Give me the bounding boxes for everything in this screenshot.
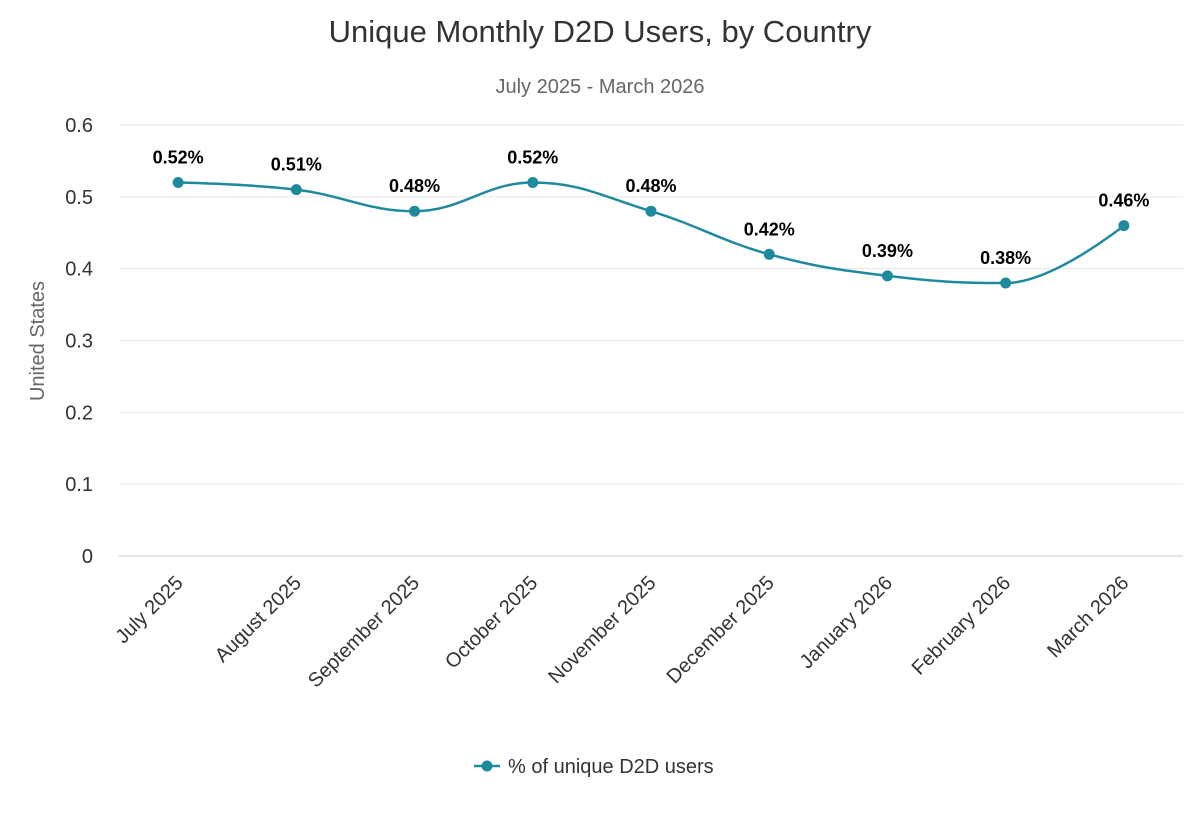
data-point	[527, 176, 539, 188]
y-tick-label: 0.4	[65, 259, 93, 281]
y-tick-label: 0.2	[65, 402, 93, 424]
data-label: 0.38%	[980, 248, 1031, 268]
legend-marker-icon	[481, 760, 493, 772]
legend-item[interactable]: % of unique D2D users	[508, 756, 714, 778]
x-tick-label: March 2026	[1043, 572, 1133, 662]
y-tick-label: 0	[82, 546, 93, 568]
data-point	[1118, 220, 1130, 232]
data-point	[172, 176, 184, 188]
data-point	[409, 205, 421, 217]
data-label: 0.42%	[744, 219, 795, 239]
y-tick-label: 0.5	[65, 187, 93, 209]
y-axis-label: United States	[27, 281, 49, 401]
chart-title: Unique Monthly D2D Users, by Country	[329, 14, 872, 49]
x-tick-label: November 2025	[544, 572, 660, 688]
data-point	[1000, 277, 1012, 289]
x-tick-label: December 2025	[663, 572, 779, 688]
data-point	[290, 184, 302, 196]
data-point	[645, 205, 657, 217]
x-tick-label: August 2025	[211, 572, 306, 667]
data-label: 0.46%	[1098, 191, 1149, 211]
y-tick-label: 0.6	[65, 115, 93, 137]
data-label: 0.52%	[153, 147, 204, 167]
data-label: 0.48%	[389, 176, 440, 196]
x-tick-label: September 2025	[304, 572, 424, 692]
legend[interactable]: % of unique D2D users	[474, 756, 714, 778]
data-label: 0.51%	[271, 155, 322, 175]
chart-subtitle: July 2025 - March 2026	[495, 76, 704, 98]
data-label: 0.39%	[862, 241, 913, 261]
data-point	[881, 270, 893, 282]
x-tick-label: July 2025	[112, 572, 188, 648]
y-tick-label: 0.1	[65, 474, 93, 496]
data-label: 0.52%	[507, 147, 558, 167]
data-label: 0.48%	[625, 176, 676, 196]
x-tick-label: October 2025	[441, 572, 542, 673]
x-tick-label: January 2026	[796, 572, 897, 673]
x-tick-label: February 2026	[908, 572, 1016, 680]
y-tick-label: 0.3	[65, 331, 93, 353]
data-point	[763, 248, 775, 260]
